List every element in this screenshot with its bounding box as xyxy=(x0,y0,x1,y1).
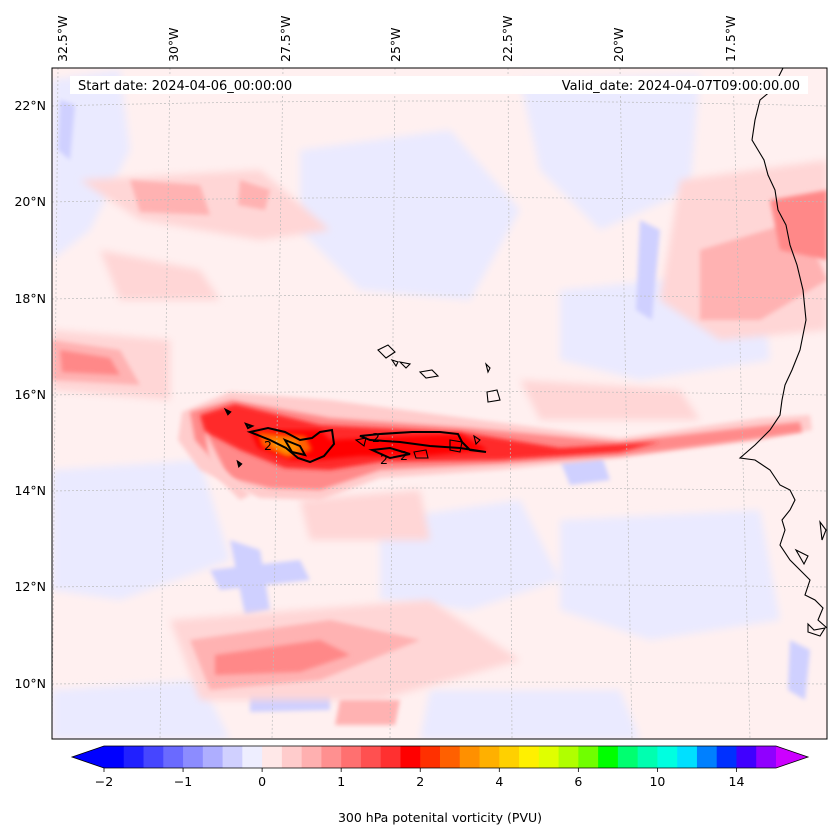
lon-label: 32.5°W xyxy=(55,16,70,62)
colorbar: −2 −1 0 1 2 4 6 10 14 300 hPa potenital vorticit… xyxy=(70,745,810,825)
coastlines xyxy=(354,67,828,637)
lon-label: 17.5°W xyxy=(723,16,738,62)
contour-label: 2 xyxy=(264,438,272,453)
pv-field xyxy=(52,70,827,739)
colorbar-cell xyxy=(736,746,757,768)
colorbar-cells xyxy=(104,746,777,768)
colorbar-cell xyxy=(499,746,520,768)
map-frame xyxy=(51,67,828,740)
colorbar-cell xyxy=(617,746,639,768)
colorbar-cell xyxy=(163,746,184,768)
lon-label: 30°W xyxy=(166,27,181,62)
valid-date-label: Valid_date: 2024-04-07T09:00:00.00 xyxy=(562,79,800,94)
lat-label: 22°N xyxy=(14,98,46,113)
colorbar-cell xyxy=(459,746,481,768)
map-panel: 2 2 2 2 Start date: 2024-04-06_00:00:00 … xyxy=(51,67,828,740)
colorbar-cell xyxy=(598,746,619,768)
lat-label: 20°N xyxy=(14,194,46,209)
lon-label: 22.5°W xyxy=(500,16,515,62)
lon-label: 27.5°W xyxy=(278,16,293,62)
colorbar-cell xyxy=(578,746,599,768)
colorbar-tick-label: 10 xyxy=(649,774,665,789)
colorbar-cell xyxy=(558,746,579,768)
lat-label: 10°N xyxy=(14,676,46,691)
colorbar-tick-label: −1 xyxy=(174,774,192,789)
colorbar-extend-low xyxy=(72,746,104,768)
colorbar-tick-label: 14 xyxy=(729,774,745,789)
contour-label: 2 xyxy=(380,452,388,467)
colorbar-tick-label: 1 xyxy=(337,774,345,789)
colorbar-tick-label: 0 xyxy=(258,774,266,789)
colorbar-cell xyxy=(677,746,698,768)
colorbar-cell xyxy=(202,746,224,768)
colorbar-cell xyxy=(538,746,560,768)
graticule xyxy=(52,68,827,739)
colorbar-cell xyxy=(301,746,322,768)
colorbar-extend-high xyxy=(776,746,808,768)
colorbar-cell xyxy=(281,746,303,768)
lat-label: 12°N xyxy=(14,579,46,594)
pv-streamer xyxy=(178,392,812,500)
lat-label: 14°N xyxy=(14,483,46,498)
lat-label: 18°N xyxy=(14,291,46,306)
contour-label: 2 xyxy=(372,430,380,445)
colorbar-tick-label: 2 xyxy=(416,774,424,789)
lon-label: 25°W xyxy=(388,27,403,62)
colorbar-cell xyxy=(756,746,777,768)
colorbar-tick-label: 4 xyxy=(495,774,503,789)
colorbar-cell xyxy=(657,746,678,768)
lon-label: 20°W xyxy=(611,27,626,62)
colorbar-cell xyxy=(183,746,204,768)
colorbar-cell xyxy=(242,746,263,768)
colorbar-cell xyxy=(380,746,401,768)
latitude-labels: 22°N 20°N 18°N 16°N 14°N 12°N 10°N xyxy=(14,98,46,691)
colorbar-tick-label: −2 xyxy=(95,774,113,789)
colorbar-cell xyxy=(716,746,737,768)
colorbar-ticks: −2 −1 0 1 2 4 6 10 14 xyxy=(95,768,745,789)
colorbar-cell xyxy=(360,746,382,768)
colorbar-cell xyxy=(420,746,441,768)
colorbar-cell xyxy=(400,746,421,768)
contour-label: 2 xyxy=(400,448,408,463)
colorbar-cell xyxy=(104,746,125,768)
colorbar-cell xyxy=(637,746,658,768)
pv-light-blue-areas xyxy=(52,70,780,739)
colorbar-cell xyxy=(440,746,461,768)
colorbar-cell xyxy=(262,746,283,768)
colorbar-cell xyxy=(123,746,145,768)
colorbar-cell xyxy=(479,746,500,768)
contour-labels: 2 2 2 2 xyxy=(264,430,408,467)
start-date-label: Start date: 2024-04-06_00:00:00 xyxy=(78,79,292,94)
colorbar-cell xyxy=(519,746,540,768)
colorbar-cell xyxy=(143,746,164,768)
colorbar-tick-label: 6 xyxy=(574,774,582,789)
colorbar-cell xyxy=(222,746,243,768)
pv-2-contour xyxy=(223,407,487,468)
colorbar-cell xyxy=(696,746,718,768)
pv-red-areas xyxy=(60,190,827,675)
longitude-labels: 32.5°W 30°W 27.5°W 25°W 22.5°W 20°W 17.5… xyxy=(55,16,738,62)
colorbar-cell xyxy=(341,746,362,768)
colorbar-cell xyxy=(321,746,342,768)
lat-label: 16°N xyxy=(14,387,46,402)
colorbar-label: 300 hPa potenital vorticity (PVU) xyxy=(338,810,542,825)
header-background xyxy=(70,76,808,94)
